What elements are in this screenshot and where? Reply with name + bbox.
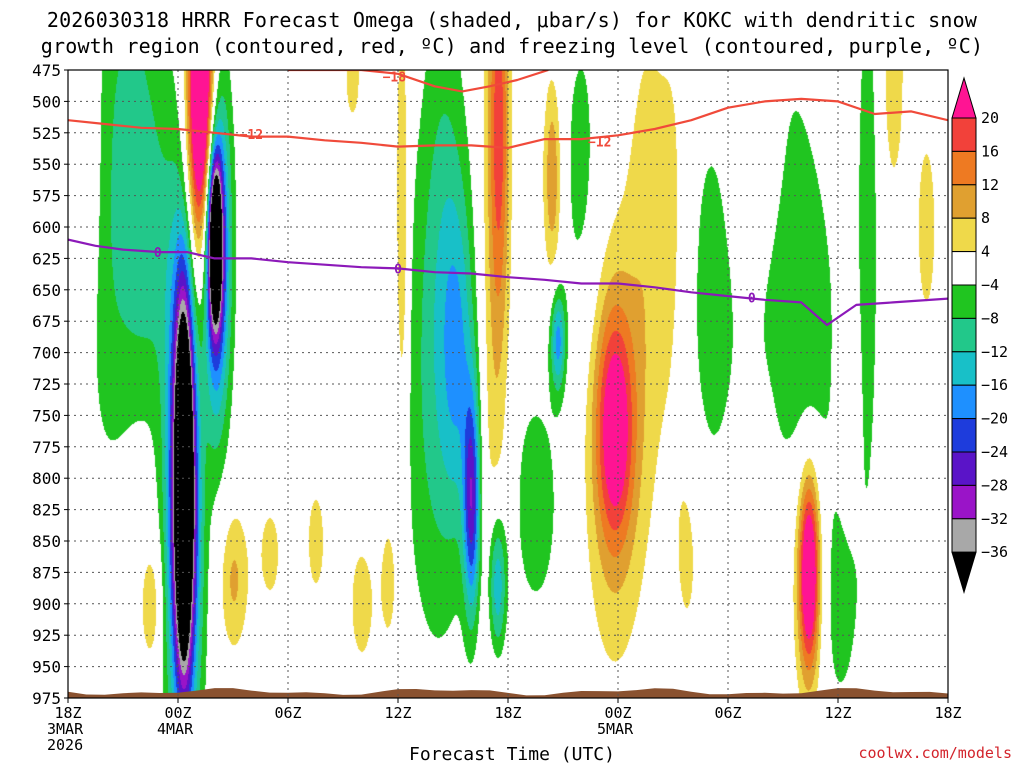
y-tick-label: 800	[32, 469, 61, 488]
y-tick-label: 500	[32, 92, 61, 111]
y-tick-label: 525	[32, 124, 61, 143]
x-tick-label: 06Z	[274, 704, 301, 722]
colorbar-swatch	[951, 384, 977, 420]
colorbar-label: 12	[981, 176, 999, 194]
x-tick-label: 5MAR	[597, 720, 634, 738]
y-tick-label: 675	[32, 312, 61, 331]
y-tick-label: 550	[32, 155, 61, 174]
colorbar-label: −12	[981, 343, 1008, 361]
colorbar-swatch	[951, 317, 977, 353]
contour-label: 0	[394, 262, 402, 277]
colorbar-swatch	[951, 284, 977, 319]
x-axis-title: Forecast Time (UTC)	[409, 744, 615, 765]
contour-line-1	[68, 97, 948, 149]
y-tick-label: 625	[32, 249, 61, 268]
colorbar-label: 8	[981, 209, 990, 227]
x-tick-label: 18Z	[54, 704, 81, 722]
contour-label: 0	[748, 291, 756, 306]
y-tick-label: 950	[32, 658, 61, 677]
y-tick-label: 475	[32, 61, 61, 80]
x-tick-label: 00Z	[604, 704, 631, 722]
colorbar-swatch	[951, 217, 977, 253]
contour-label: −18	[383, 70, 407, 85]
colorbar-swatch	[951, 551, 977, 594]
colorbar-swatch	[951, 418, 977, 453]
x-tick-label: 18Z	[494, 704, 521, 722]
y-tick-label: 575	[32, 187, 61, 206]
credit-link[interactable]: coolwx.com/models	[858, 744, 1012, 762]
x-tick-label: 00Z	[164, 704, 191, 722]
colorbar-swatch	[951, 518, 977, 553]
y-tick-label: 600	[32, 218, 61, 237]
contour-label: −12	[240, 128, 263, 143]
x-tick-label: 12Z	[824, 704, 851, 722]
colorbar-label: −24	[981, 443, 1008, 461]
colorbar-swatch	[951, 484, 977, 520]
y-tick-label: 650	[32, 281, 61, 300]
y-tick-label: 725	[32, 375, 61, 394]
colorbar-label: 20	[981, 109, 999, 127]
contour-line-0	[288, 70, 549, 93]
x-tick-label: 06Z	[714, 704, 741, 722]
y-tick-label: 975	[32, 689, 61, 708]
y-tick-label: 750	[32, 406, 61, 425]
colorbar-swatch	[951, 150, 977, 186]
colorbar-swatch	[951, 251, 977, 286]
colorbar-swatch	[951, 351, 977, 386]
y-tick-label: 925	[32, 626, 61, 645]
y-tick-label: 700	[32, 344, 61, 363]
colorbar-label: −36	[981, 543, 1008, 561]
colorbar-swatch	[951, 117, 977, 152]
x-tick-label: 2026	[47, 736, 83, 754]
colorbar-label: −8	[981, 309, 999, 327]
contour-label: 0	[154, 246, 162, 261]
colorbar-label: 4	[981, 243, 990, 261]
colorbar-swatch	[951, 451, 977, 486]
contour-line-2	[68, 238, 948, 327]
x-tick-label: 12Z	[384, 704, 411, 722]
colorbar-swatch	[951, 76, 977, 119]
y-tick-label: 775	[32, 438, 61, 457]
colorbar-label: −20	[981, 410, 1008, 428]
y-tick-label: 900	[32, 595, 61, 614]
colorbar-label: −16	[981, 376, 1008, 394]
x-tick-label: 18Z	[934, 704, 961, 722]
colorbar-swatch	[951, 184, 977, 219]
contour-label: −12	[588, 136, 611, 151]
y-tick-label: 850	[32, 532, 61, 551]
colorbar-label: 16	[981, 142, 999, 160]
chart-title-line-1: 2026030318 HRRR Forecast Omega (shaded, …	[46, 8, 978, 32]
x-tick-label: 4MAR	[157, 720, 194, 738]
colorbar-label: −4	[981, 276, 999, 294]
colorbar-label: −28	[981, 476, 1008, 494]
y-tick-label: 875	[32, 563, 61, 582]
chart-title-line-2: growth region (contoured, red, ºC) and f…	[40, 34, 984, 58]
x-tick-label: 3MAR	[47, 720, 84, 738]
colorbar-label: −32	[981, 510, 1008, 528]
y-tick-label: 825	[32, 501, 61, 520]
